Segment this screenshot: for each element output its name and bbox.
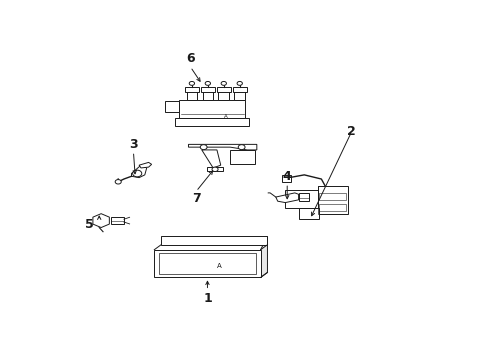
- Circle shape: [189, 81, 195, 85]
- Text: 1: 1: [203, 292, 212, 305]
- Bar: [285, 190, 318, 208]
- Bar: [298, 193, 309, 201]
- Polygon shape: [276, 193, 298, 203]
- Polygon shape: [189, 144, 257, 150]
- Circle shape: [237, 81, 243, 85]
- Bar: [318, 186, 348, 214]
- Polygon shape: [131, 165, 147, 177]
- Polygon shape: [202, 150, 220, 168]
- Bar: [202, 90, 213, 100]
- Circle shape: [200, 145, 207, 150]
- Text: 6: 6: [186, 52, 195, 65]
- Bar: [111, 217, 124, 224]
- Polygon shape: [139, 162, 151, 168]
- Bar: [319, 204, 346, 211]
- Polygon shape: [261, 237, 268, 278]
- Bar: [217, 87, 231, 92]
- Bar: [230, 150, 255, 164]
- Text: 5: 5: [85, 218, 94, 231]
- Polygon shape: [93, 214, 109, 228]
- Circle shape: [238, 145, 245, 150]
- Circle shape: [205, 81, 211, 85]
- Bar: [319, 193, 346, 200]
- Bar: [281, 175, 291, 183]
- Bar: [207, 167, 222, 171]
- Bar: [233, 87, 246, 92]
- Text: 7: 7: [192, 192, 200, 205]
- Circle shape: [212, 167, 218, 172]
- Bar: [165, 102, 179, 112]
- Bar: [159, 253, 256, 274]
- Bar: [298, 208, 319, 219]
- Text: A: A: [223, 114, 227, 119]
- Text: 2: 2: [347, 125, 356, 138]
- Bar: [187, 90, 197, 100]
- Bar: [234, 90, 245, 100]
- Bar: [179, 100, 245, 118]
- Text: A: A: [217, 264, 221, 269]
- Bar: [201, 87, 215, 92]
- Circle shape: [221, 81, 226, 85]
- Bar: [154, 250, 261, 278]
- Bar: [161, 237, 268, 245]
- Bar: [219, 90, 229, 100]
- Circle shape: [115, 180, 121, 184]
- Text: 3: 3: [129, 138, 138, 151]
- Bar: [175, 118, 249, 126]
- Bar: [185, 87, 199, 92]
- Circle shape: [133, 170, 142, 177]
- Text: 4: 4: [283, 170, 292, 183]
